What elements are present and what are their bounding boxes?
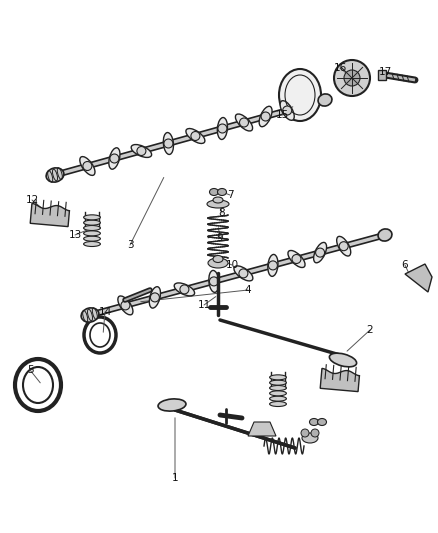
Ellipse shape <box>118 296 133 315</box>
Ellipse shape <box>163 133 173 155</box>
Circle shape <box>292 254 301 263</box>
Ellipse shape <box>131 144 152 157</box>
Circle shape <box>334 60 370 96</box>
Ellipse shape <box>270 385 286 391</box>
Text: 10: 10 <box>226 260 239 270</box>
Ellipse shape <box>279 69 321 121</box>
Circle shape <box>240 118 248 127</box>
Circle shape <box>191 132 200 141</box>
Text: 9: 9 <box>217 233 223 243</box>
Text: 5: 5 <box>27 365 33 375</box>
Ellipse shape <box>84 225 100 230</box>
Text: 1: 1 <box>172 473 178 483</box>
Circle shape <box>339 241 348 251</box>
Ellipse shape <box>109 148 120 169</box>
Ellipse shape <box>280 101 294 120</box>
Ellipse shape <box>318 418 326 425</box>
Text: 8: 8 <box>219 208 225 218</box>
Ellipse shape <box>84 236 100 241</box>
Text: 14: 14 <box>99 307 112 317</box>
Ellipse shape <box>84 215 100 220</box>
Ellipse shape <box>310 418 318 425</box>
Ellipse shape <box>84 231 100 236</box>
Ellipse shape <box>270 401 286 407</box>
Text: 12: 12 <box>25 195 39 205</box>
Ellipse shape <box>314 243 327 263</box>
Ellipse shape <box>302 433 318 443</box>
Ellipse shape <box>337 236 351 256</box>
Circle shape <box>83 161 92 171</box>
Text: 4: 4 <box>245 285 251 295</box>
Circle shape <box>283 106 292 115</box>
Text: 7: 7 <box>227 190 233 200</box>
Ellipse shape <box>207 200 229 208</box>
Text: 11: 11 <box>198 300 211 310</box>
Ellipse shape <box>270 375 286 380</box>
Circle shape <box>316 248 325 257</box>
Ellipse shape <box>84 241 100 246</box>
Ellipse shape <box>270 391 286 396</box>
Circle shape <box>150 293 159 302</box>
Text: 13: 13 <box>68 230 81 240</box>
Polygon shape <box>320 368 360 392</box>
Circle shape <box>301 429 309 437</box>
Text: 3: 3 <box>127 240 133 250</box>
Circle shape <box>344 70 360 86</box>
Ellipse shape <box>217 118 227 140</box>
Ellipse shape <box>209 189 219 196</box>
Ellipse shape <box>46 168 64 182</box>
Polygon shape <box>248 422 276 436</box>
Ellipse shape <box>270 396 286 401</box>
Ellipse shape <box>259 106 272 127</box>
Circle shape <box>311 429 319 437</box>
Circle shape <box>209 277 219 286</box>
Ellipse shape <box>288 251 305 268</box>
Ellipse shape <box>329 353 357 367</box>
Ellipse shape <box>318 94 332 106</box>
Text: 16: 16 <box>333 63 346 73</box>
Circle shape <box>239 269 248 278</box>
Circle shape <box>180 285 189 294</box>
Ellipse shape <box>84 220 100 225</box>
Text: 17: 17 <box>378 67 392 77</box>
Ellipse shape <box>234 266 253 281</box>
Ellipse shape <box>174 283 194 296</box>
Circle shape <box>137 147 146 156</box>
Ellipse shape <box>378 229 392 241</box>
Ellipse shape <box>149 287 160 308</box>
Ellipse shape <box>158 399 186 411</box>
Ellipse shape <box>208 258 228 268</box>
Ellipse shape <box>213 255 223 262</box>
Circle shape <box>121 301 130 310</box>
Circle shape <box>110 154 119 163</box>
Text: 6: 6 <box>402 260 408 270</box>
Ellipse shape <box>235 114 253 131</box>
FancyBboxPatch shape <box>378 70 386 80</box>
Circle shape <box>268 261 277 270</box>
Ellipse shape <box>218 189 226 196</box>
Ellipse shape <box>209 270 219 293</box>
Text: 15: 15 <box>276 110 289 120</box>
Ellipse shape <box>213 197 223 203</box>
Circle shape <box>218 124 227 133</box>
Ellipse shape <box>81 308 99 322</box>
Ellipse shape <box>186 128 205 143</box>
Ellipse shape <box>270 380 286 385</box>
Polygon shape <box>30 204 70 227</box>
Text: 2: 2 <box>367 325 373 335</box>
Ellipse shape <box>268 254 278 277</box>
Circle shape <box>164 139 173 148</box>
Circle shape <box>261 112 270 121</box>
Polygon shape <box>405 264 432 292</box>
Ellipse shape <box>80 157 95 175</box>
